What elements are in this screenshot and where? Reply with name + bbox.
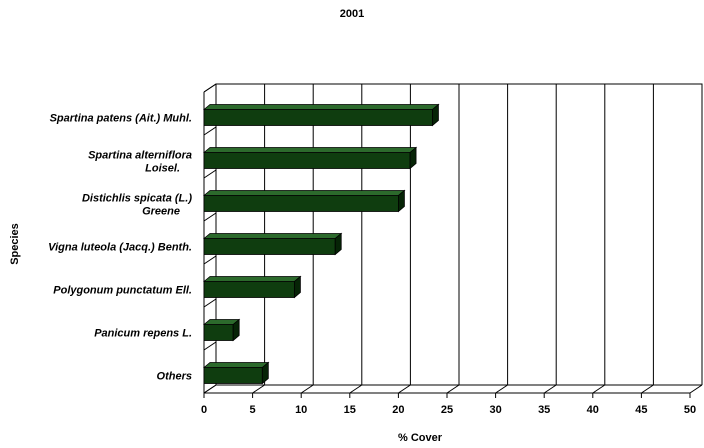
category-divider	[203, 212, 217, 222]
category-divider	[203, 298, 217, 308]
bar-front	[203, 367, 263, 384]
bar-front	[203, 324, 234, 341]
bar-front	[203, 281, 295, 298]
y-category-label: Distichlis spicata (L.) Greene	[82, 193, 192, 218]
bar-front	[203, 238, 336, 255]
bar-front	[203, 109, 433, 126]
bar	[202, 146, 418, 170]
chart-title: 2001	[340, 8, 364, 20]
bar	[202, 103, 440, 127]
floor-gridline	[349, 384, 363, 394]
floor-gridline	[495, 384, 508, 394]
x-axis-label: % Cover	[398, 432, 443, 444]
x-tick-label: 0	[201, 404, 207, 416]
bar-top	[202, 147, 418, 153]
x-tick-label: 15	[344, 404, 356, 416]
y-category-label: Spartina patens (Ait.) Muhl.	[50, 113, 192, 125]
bar-top	[202, 104, 440, 110]
bar-top	[202, 362, 270, 368]
bar	[202, 361, 270, 385]
y-category-label: Spartina alterniflora Loisel.	[88, 150, 192, 175]
y-category-label: Polygonum punctatum Ell.	[53, 285, 192, 297]
x-tick-label: 45	[635, 404, 647, 416]
x-tick-label: 5	[250, 404, 256, 416]
floor-gridline	[543, 384, 557, 394]
bar	[202, 275, 302, 299]
x-tick-label: 25	[441, 404, 453, 416]
bar-side	[293, 275, 301, 299]
bar-side	[409, 146, 417, 170]
floor-gridline	[689, 384, 703, 394]
x-tick-label: 30	[489, 404, 501, 416]
bar-top	[202, 276, 302, 282]
x-tick-label: 10	[295, 404, 307, 416]
category-divider	[203, 169, 217, 179]
bars	[202, 103, 440, 385]
bar-top	[202, 233, 343, 239]
bar-side	[432, 103, 439, 127]
bar-side	[261, 361, 269, 385]
bar	[202, 189, 406, 213]
x-tick-labels: 0 5 10 15 20 25 30 35 40 45 50	[201, 404, 696, 416]
category-divider	[203, 341, 217, 351]
floor-gridline	[446, 384, 460, 394]
floor-gridline	[300, 384, 314, 394]
x-tick-label: 20	[392, 404, 404, 416]
y-category-labels: Spartina patens (Ait.) Muhl. Spartina alt…	[48, 113, 192, 383]
bar	[202, 232, 343, 256]
bar-top	[202, 190, 406, 196]
y-category-label: Others	[157, 371, 192, 383]
floor-gridline	[592, 384, 606, 394]
x-tick-label: 40	[587, 404, 599, 416]
bar	[202, 318, 241, 342]
category-divider	[203, 255, 217, 265]
y-category-label: Vigna luteola (Jacq.) Benth.	[48, 242, 192, 254]
bar-front	[203, 195, 399, 212]
floor-gridline	[398, 384, 411, 394]
category-divider	[203, 83, 217, 93]
x-tick-label: 35	[538, 404, 550, 416]
bar-front	[203, 152, 411, 169]
y-category-label: Panicum repens L.	[94, 328, 192, 340]
x-tick-label: 50	[684, 404, 696, 416]
bar-side	[334, 232, 342, 256]
category-divider	[203, 126, 217, 136]
floor-gridline	[252, 384, 265, 394]
bar-side	[397, 189, 405, 213]
bar-side	[232, 318, 240, 342]
floor-gridline	[641, 384, 654, 394]
y-axis-label: Species	[9, 223, 21, 265]
category-divider	[203, 384, 217, 394]
